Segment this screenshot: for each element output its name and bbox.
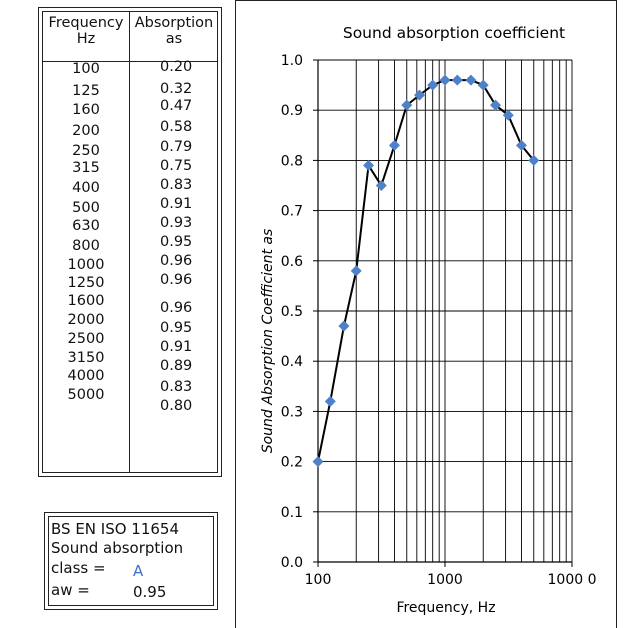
chart-frame [235,0,617,628]
data-point [451,74,463,86]
frequency-header-line2: Hz [76,31,96,47]
absorption-cell: 0.89 [160,358,193,374]
classification-box-inner: BS EN ISO 11654 Sound absorption class =… [48,516,214,606]
absorption-cell: 0.47 [160,98,193,114]
frequency-cell: 125 [72,83,100,99]
frequency-header-line1: Frequency [48,15,124,31]
frequency-cell: 5000 [67,387,105,403]
absorption-cell: 0.75 [160,158,193,174]
frequency-cell: 315 [72,160,100,176]
frequency-cell: 3150 [67,350,105,366]
standard-label: BS EN ISO 11654 [51,520,180,538]
header-divider [43,61,217,62]
absorption-cell: 0.93 [160,215,193,231]
frequency-cell: 2500 [67,331,105,347]
data-point [502,109,514,121]
absorption-cell: 0.91 [160,196,193,212]
series-line [317,79,535,462]
absorption-cell: 0.96 [160,300,193,316]
frequency-cell: 250 [72,143,100,159]
frequency-cell: 1600 [67,293,105,309]
frequency-cell: 1250 [67,275,105,291]
class-label: class = [51,559,106,577]
y-tick-label: 1.0 [281,53,303,69]
absorption-cell: 0.96 [160,272,193,288]
y-tick-label: 0.9 [281,103,303,119]
frequency-cell: 400 [72,180,100,196]
frequency-cell: 500 [72,200,100,216]
data-point [401,99,413,111]
absorption-cell: 0.95 [160,234,193,250]
frequency-cell: 1000 [67,257,105,273]
absorption-header-line2: as [165,31,183,47]
y-tick-label: 0.6 [281,254,303,270]
frequency-cell: 2000 [67,312,105,328]
y-tick-label: 0.2 [281,455,303,471]
y-tick-label: 0.8 [281,153,303,169]
absorption-cell: 0.80 [160,398,193,414]
y-tick-label: 0.0 [281,555,303,571]
x-tick-label: 1000 [427,572,463,588]
data-point [363,159,375,171]
frequency-cell: 630 [72,218,100,234]
classification-box: BS EN ISO 11654 Sound absorption class =… [44,512,218,610]
data-point [490,99,502,111]
data-point [312,456,324,468]
data-point [427,79,439,91]
data-point [324,395,336,407]
frequency-table-inner: Frequency Hz Absorption as 100 125 160 200 2… [42,11,218,473]
frequency-cell: 800 [72,238,100,254]
data-point [439,74,451,86]
data-point [477,79,489,91]
series [312,74,540,468]
data-point [465,74,477,86]
data-point [528,154,540,166]
frequency-cell: 100 [72,61,100,77]
absorption-cell: 0.95 [160,320,193,336]
aw-value: 0.95 [133,583,167,601]
x-tick-label: 1000 0 [548,572,597,588]
absorption-cell: 0.83 [160,177,193,193]
absorption-cell: 0.79 [160,139,193,155]
frequency-cell: 160 [72,102,100,118]
chart-title: Sound absorption coefficient [343,24,565,42]
data-point [338,320,350,332]
data-point [388,139,400,151]
absorption-cell: 0.58 [160,119,193,135]
x-axis-label: Frequency, Hz [396,600,495,616]
aw-label: aw = [51,581,90,599]
x-tick-label: 100 [305,572,332,588]
data-point [350,265,362,277]
y-tick-label: 0.5 [281,304,303,320]
frequency-cell: 4000 [67,368,105,384]
absorption-cell: 0.91 [160,339,193,355]
y-axis-label: Sound Absorption Coefficient as [260,229,276,454]
column-separator [129,12,130,472]
data-point [375,180,387,191]
data-point [414,89,426,101]
y-tick-label: 0.1 [281,505,303,521]
y-tick-label: 0.4 [281,354,303,370]
absorption-header-line1: Absorption [134,15,214,31]
axes: 0.0 0.1 0.2 0.3 0.4 0.5 0.6 0.7 0.8 0.9 1.0 100 1000… [281,53,597,588]
absorption-cell: 0.32 [160,81,193,97]
sound-absorption-label: Sound absorption [51,539,184,557]
class-value: A [133,562,144,580]
absorption-cell: 0.83 [160,379,193,395]
absorption-cell: 0.96 [160,253,193,269]
absorption-cell: 0.20 [160,59,193,75]
frequency-cell: 200 [72,123,100,139]
data-point [515,139,527,151]
grid [317,59,573,563]
y-tick-label: 0.3 [281,404,303,420]
y-tick-label: 0.7 [281,204,303,220]
frequency-table: Frequency Hz Absorption as 100 125 160 200 2… [38,7,222,477]
